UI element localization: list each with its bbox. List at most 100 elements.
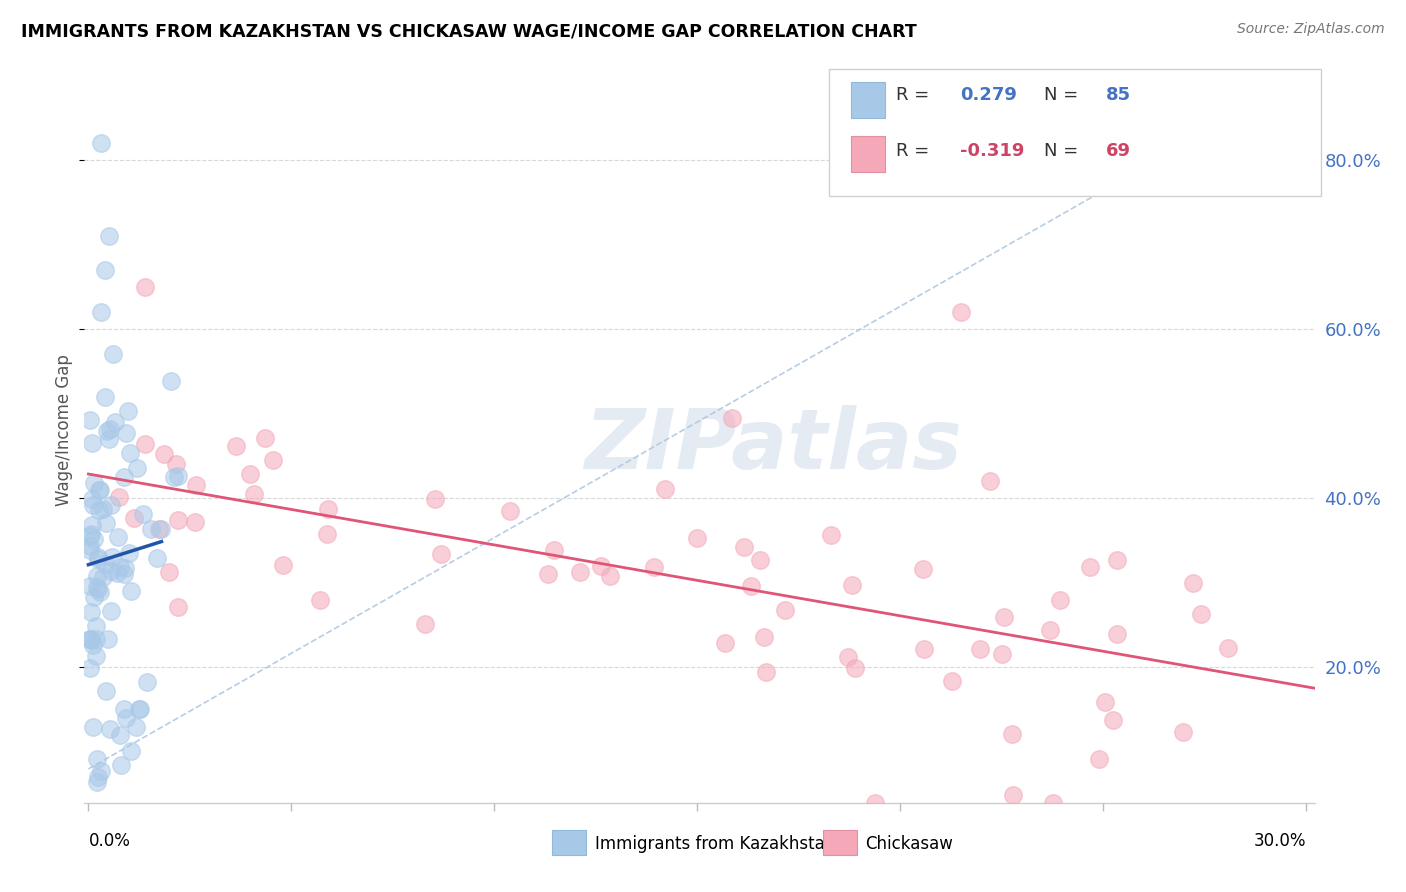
Point (110, 560, 132, 574)
Point (94, 558, 117, 572)
Point (1216, 640, 1239, 655)
Point (134, 437, 156, 451)
Point (114, 702, 136, 716)
Point (1088, 751, 1111, 765)
Point (752, 631, 775, 645)
Point (721, 411, 744, 425)
Point (162, 470, 184, 484)
Point (686, 531, 709, 545)
Point (1000, 727, 1022, 741)
Point (837, 650, 859, 665)
Point (654, 483, 676, 497)
Point (91, 502, 114, 516)
Point (1101, 713, 1123, 727)
Point (425, 492, 447, 507)
Point (599, 569, 621, 583)
Point (98, 422, 121, 436)
Point (86, 581, 108, 595)
Point (865, 796, 887, 810)
Point (100, 564, 122, 578)
Point (80, 527, 103, 541)
Point (950, 305, 973, 319)
Point (107, 530, 129, 544)
Point (1039, 623, 1062, 637)
Point (748, 553, 770, 567)
Point (740, 579, 762, 593)
Point (87, 770, 110, 784)
Point (911, 562, 934, 576)
FancyBboxPatch shape (851, 82, 886, 118)
Point (79, 605, 101, 619)
Point (316, 502, 339, 516)
Point (430, 547, 453, 561)
Point (120, 584, 142, 599)
Point (165, 457, 187, 471)
Point (115, 425, 138, 440)
Point (93, 390, 115, 404)
Point (79, 632, 101, 647)
Point (89, 503, 111, 517)
Point (1107, 553, 1129, 567)
Point (135, 675, 157, 690)
Point (271, 558, 294, 572)
Text: 30.0%: 30.0% (1254, 832, 1306, 850)
Point (84, 648, 107, 663)
Point (1189, 607, 1212, 622)
Point (114, 566, 136, 581)
Point (153, 447, 176, 461)
Point (139, 523, 162, 537)
Point (1173, 725, 1195, 739)
Point (101, 550, 124, 565)
Text: ZIPatlas: ZIPatlas (585, 405, 962, 486)
Point (79, 413, 101, 427)
Point (413, 617, 436, 632)
Point (733, 540, 755, 554)
Point (79, 632, 101, 646)
Point (79, 529, 101, 543)
FancyBboxPatch shape (851, 136, 886, 172)
Point (713, 636, 735, 650)
Point (107, 491, 129, 505)
Point (91, 570, 114, 584)
FancyBboxPatch shape (828, 70, 1320, 195)
Point (97, 432, 120, 446)
Point (93, 262, 115, 277)
Point (89, 483, 111, 498)
Point (254, 431, 277, 445)
Y-axis label: Wage/Income Gap: Wage/Income Gap (55, 354, 73, 507)
Point (543, 543, 565, 558)
Point (84, 632, 107, 646)
Point (83, 590, 105, 604)
Point (184, 478, 207, 492)
Point (309, 593, 332, 607)
Point (262, 453, 284, 467)
Point (104, 415, 127, 429)
Point (941, 674, 963, 689)
Point (90, 305, 112, 319)
Point (844, 660, 866, 674)
Point (1105, 627, 1128, 641)
Point (969, 642, 991, 657)
Point (94, 516, 117, 530)
Point (315, 527, 337, 541)
Point (86, 775, 108, 789)
Point (157, 566, 180, 580)
Point (159, 374, 181, 388)
Point (86, 552, 108, 566)
Point (755, 665, 778, 679)
Point (128, 702, 150, 716)
Point (105, 566, 128, 580)
Point (239, 467, 262, 481)
Point (82, 720, 104, 734)
Point (120, 744, 142, 758)
Point (96, 683, 118, 698)
Point (1049, 593, 1071, 607)
Text: R =: R = (897, 87, 935, 104)
Point (912, 641, 935, 656)
Point (118, 546, 141, 560)
Point (122, 511, 145, 525)
Point (89, 584, 111, 599)
Text: Source: ZipAtlas.com: Source: ZipAtlas.com (1237, 22, 1385, 37)
Point (82, 498, 104, 512)
Point (820, 528, 842, 542)
